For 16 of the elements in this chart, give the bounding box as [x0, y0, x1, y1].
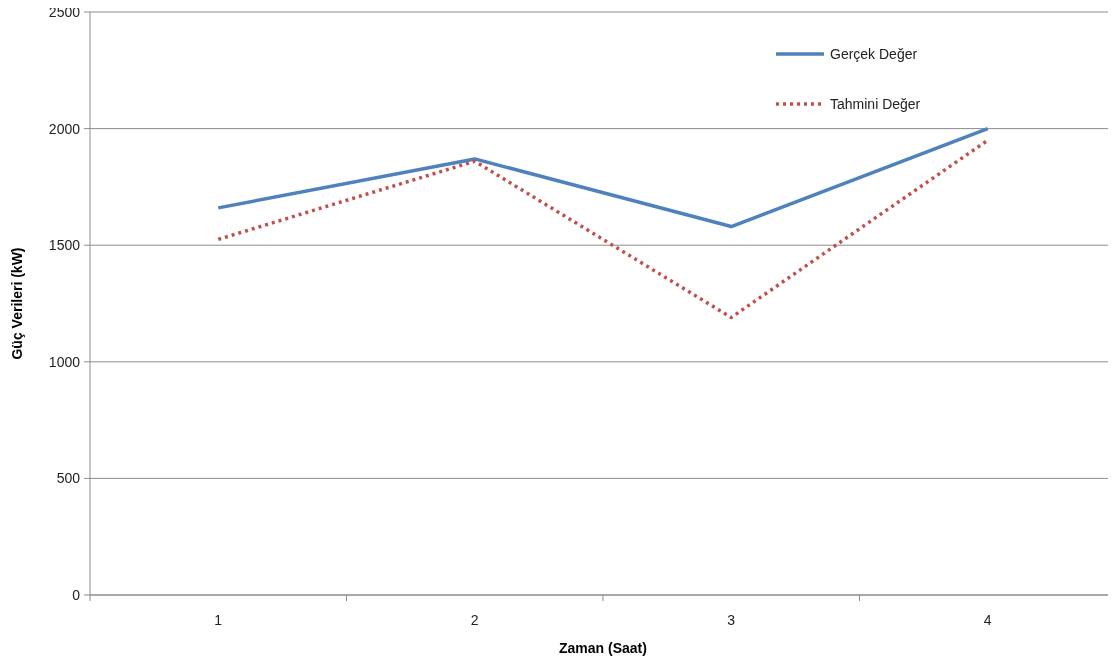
line-series: [216, 126, 990, 229]
y-tick-label: 2000: [48, 120, 81, 137]
x-tick-label: 4: [983, 612, 992, 628]
x-tick-label: 2: [470, 612, 479, 628]
y-tick-label: 1500: [48, 237, 81, 254]
legend-label: Tahmini Değer: [830, 95, 921, 112]
y-tick-label: 500: [56, 470, 81, 487]
y-tick-label: 0: [72, 586, 81, 603]
line-series: [216, 138, 990, 320]
y-tick-label: 1000: [48, 353, 81, 370]
y-tick-label: 2500: [48, 3, 81, 20]
x-tick-label: 1: [214, 612, 223, 628]
x-tick-label: 3: [727, 612, 736, 628]
y-axis-title: Güç Verileri (kW): [9, 247, 25, 360]
x-axis-title: Zaman (Saat): [559, 640, 647, 656]
legend-label: Gerçek Değer: [830, 45, 918, 62]
